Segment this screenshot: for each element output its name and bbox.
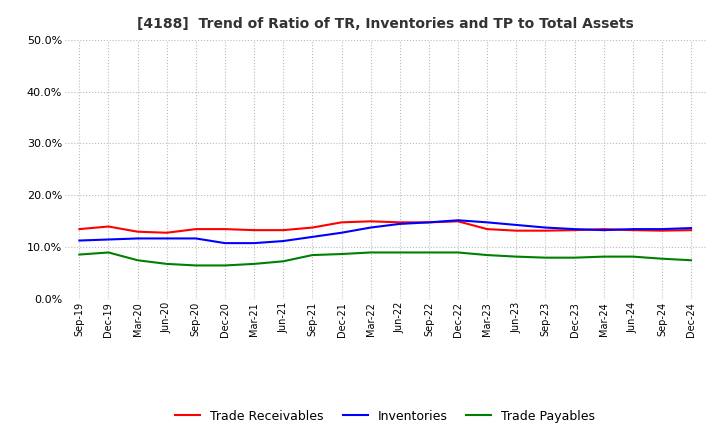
Trade Receivables [541,228,550,233]
Trade Receivables [220,227,229,232]
Inventories [279,238,287,244]
Inventories [220,241,229,246]
Trade Payables [250,261,258,267]
Trade Payables [657,256,666,261]
Inventories [104,237,113,242]
Trade Receivables [366,219,375,224]
Inventories [366,225,375,230]
Trade Payables [454,250,462,255]
Trade Payables [220,263,229,268]
Inventories [454,218,462,223]
Line: Trade Payables: Trade Payables [79,253,691,265]
Inventories [337,230,346,235]
Trade Receivables [75,227,84,232]
Trade Receivables [687,227,696,233]
Trade Receivables [599,227,608,232]
Inventories [657,227,666,232]
Trade Receivables [250,227,258,233]
Inventories [687,225,696,231]
Trade Payables [279,259,287,264]
Trade Payables [629,254,637,259]
Trade Receivables [163,230,171,235]
Trade Payables [483,253,492,258]
Trade Receivables [425,220,433,225]
Trade Payables [75,252,84,257]
Trade Payables [425,250,433,255]
Trade Receivables [192,227,200,232]
Inventories [395,221,404,227]
Title: [4188]  Trend of Ratio of TR, Inventories and TP to Total Assets: [4188] Trend of Ratio of TR, Inventories… [137,18,634,32]
Line: Trade Receivables: Trade Receivables [79,221,691,233]
Trade Receivables [454,219,462,224]
Trade Payables [104,250,113,255]
Inventories [163,236,171,241]
Trade Receivables [483,227,492,232]
Inventories [250,241,258,246]
Inventories [483,220,492,225]
Trade Receivables [657,228,666,233]
Inventories [308,234,317,239]
Inventories [425,220,433,225]
Inventories [570,227,579,232]
Line: Inventories: Inventories [79,220,691,243]
Trade Receivables [308,225,317,230]
Trade Payables [192,263,200,268]
Trade Payables [512,254,521,259]
Trade Receivables [133,229,142,235]
Trade Receivables [279,227,287,233]
Trade Payables [308,253,317,258]
Trade Payables [599,254,608,259]
Legend: Trade Receivables, Inventories, Trade Payables: Trade Receivables, Inventories, Trade Pa… [170,405,600,428]
Trade Receivables [395,220,404,225]
Trade Receivables [337,220,346,225]
Trade Receivables [570,227,579,233]
Trade Receivables [629,227,637,233]
Trade Payables [541,255,550,260]
Inventories [541,225,550,230]
Inventories [512,222,521,227]
Inventories [192,236,200,241]
Trade Receivables [104,224,113,229]
Trade Payables [570,255,579,260]
Inventories [599,227,608,233]
Trade Receivables [512,228,521,233]
Inventories [629,227,637,232]
Trade Payables [687,258,696,263]
Trade Payables [337,251,346,257]
Inventories [133,236,142,241]
Trade Payables [395,250,404,255]
Trade Payables [133,258,142,263]
Trade Payables [163,261,171,267]
Trade Payables [366,250,375,255]
Inventories [75,238,84,243]
